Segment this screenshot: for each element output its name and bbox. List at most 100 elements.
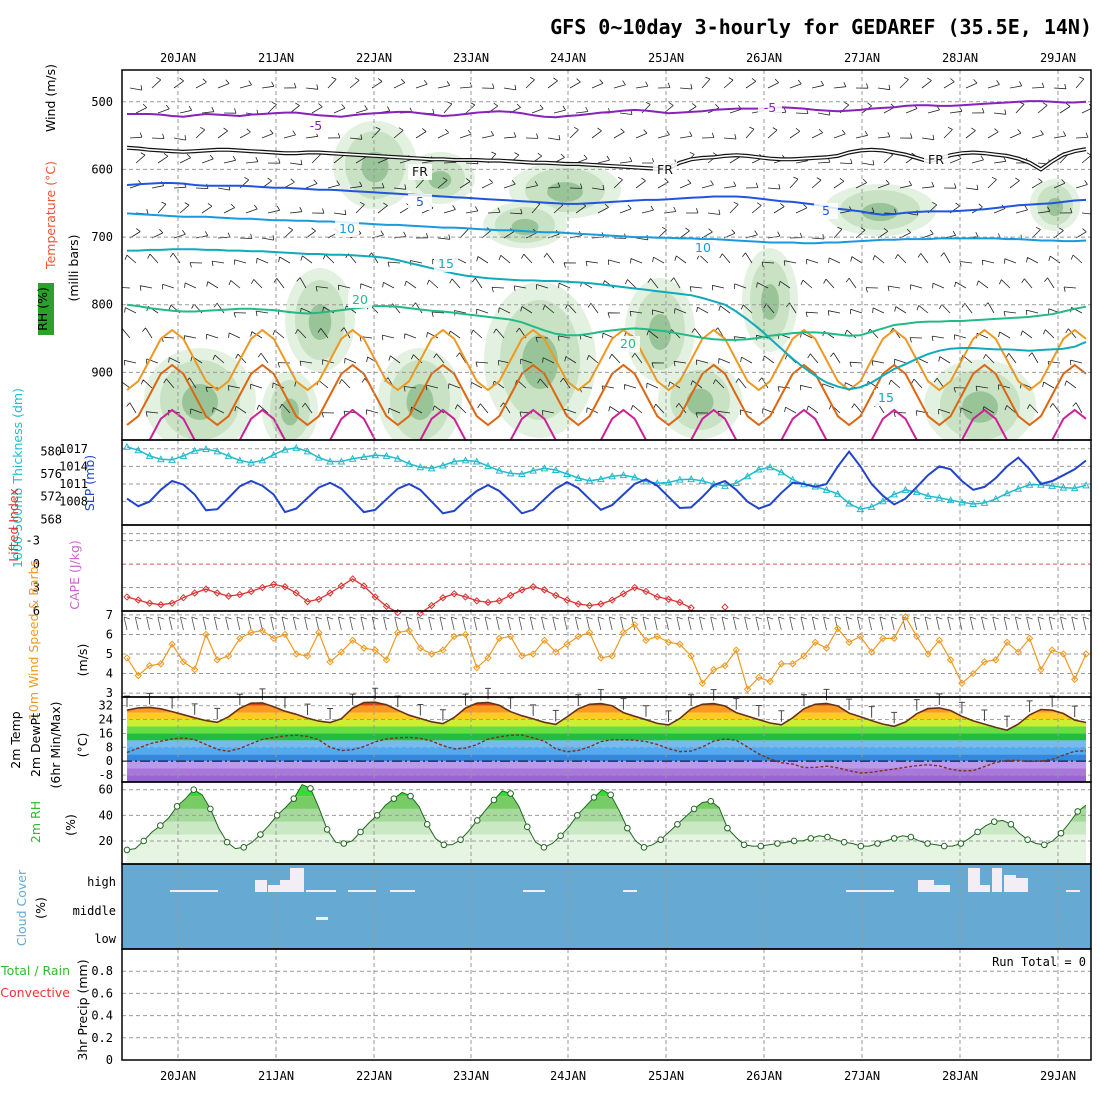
rh-shade-dark xyxy=(761,284,779,320)
thickness-point xyxy=(732,479,741,487)
rh-2m-point xyxy=(674,820,681,828)
rh-2m-point xyxy=(240,844,248,851)
isotherm-label-bg xyxy=(758,100,782,116)
isotherm-label-bg xyxy=(304,118,328,134)
isotherm-label: 20 xyxy=(352,292,368,307)
thickness-point xyxy=(721,481,729,489)
wind-10m-point xyxy=(495,634,504,643)
lifted-index-point xyxy=(190,589,199,597)
lifted-index-point xyxy=(157,601,165,609)
wind-10m-point xyxy=(258,626,267,635)
rh-2m-point xyxy=(957,840,965,847)
wind-10m-point xyxy=(1037,665,1045,674)
thickness-point xyxy=(845,499,853,507)
thickness-point xyxy=(382,451,391,459)
lifted-index-point xyxy=(608,596,616,604)
wind-10m-point xyxy=(1025,634,1034,643)
bottom-date-label: 28JAN xyxy=(942,1069,978,1083)
thickness-point xyxy=(1059,483,1068,491)
lifted-tick-label: 0 xyxy=(33,557,40,571)
isotherm-line-15 xyxy=(127,248,1087,391)
lifted-index-point xyxy=(563,596,571,604)
rh-2m-point xyxy=(190,786,198,793)
temp-max-bar xyxy=(1049,695,1056,708)
temperature-band xyxy=(127,719,1086,727)
thickness-point xyxy=(213,447,222,455)
thickness-point xyxy=(157,455,165,463)
top-date-label: 20JAN xyxy=(160,51,196,65)
temp-max-bar xyxy=(710,689,717,701)
wind-10m-point xyxy=(168,640,176,648)
wind-10m-point xyxy=(247,628,255,637)
rh-2m-axis-label: 2m RH xyxy=(28,801,43,843)
lifted-index-point xyxy=(495,597,504,605)
wind-10m-point xyxy=(202,630,210,639)
isotherm-label: FR xyxy=(412,164,428,179)
rh-2m-point xyxy=(207,805,214,813)
precip-tick-label: 0.6 xyxy=(91,986,113,1000)
pressure-tick-label: 600 xyxy=(91,162,113,176)
lifted-index-point xyxy=(506,591,515,600)
temp-max-bar xyxy=(642,705,649,717)
thickness-axis-label: 1000-500mb Thickness (dm) xyxy=(10,388,25,568)
thickness-point xyxy=(123,442,131,450)
isotherm-label: FR xyxy=(928,152,944,167)
lifted-index-point xyxy=(439,594,447,602)
wind-10m-point xyxy=(585,628,594,637)
lifted-index-point xyxy=(653,593,661,601)
isotherm-label-bg xyxy=(408,194,432,210)
lifted-index-point xyxy=(382,602,391,611)
cloud-gap-mark xyxy=(255,880,267,892)
wind-10m-point xyxy=(732,646,740,654)
wind-10m-point xyxy=(698,679,707,688)
lifted-index-point xyxy=(540,586,549,594)
temp-max-bar xyxy=(891,711,898,724)
thickness-point xyxy=(168,455,176,463)
thickness-point xyxy=(450,457,459,465)
wind-10m-point xyxy=(473,663,481,672)
rh-2m-point xyxy=(507,790,514,797)
rh-2m-point xyxy=(357,828,364,836)
wind-10m-point xyxy=(269,634,278,643)
low-level-isotherm xyxy=(126,363,1087,427)
thickness-point xyxy=(405,459,413,467)
wind-10m-point xyxy=(924,650,932,658)
precip-tick-label: 0.8 xyxy=(91,964,113,978)
thickness-point xyxy=(281,445,289,453)
thickness-point xyxy=(585,476,594,484)
wind-10m-point xyxy=(777,660,786,668)
cloud-layer-label: middle xyxy=(73,904,116,918)
temp-max-bar xyxy=(146,692,153,705)
temp-max-bar xyxy=(755,705,762,717)
lifted-index-point xyxy=(202,585,210,593)
wind-10m-point xyxy=(552,648,560,656)
rh-2m-point xyxy=(257,831,264,838)
thickness-point xyxy=(935,493,944,501)
thickness-point xyxy=(608,472,616,480)
isotherm-label: -5 xyxy=(764,100,776,115)
bottom-date-label: 22JAN xyxy=(356,1069,392,1083)
isotherm-label-bg xyxy=(335,221,359,237)
wind-10m-point xyxy=(348,636,357,645)
thickness-tick-label: 580 xyxy=(40,444,62,458)
lifted-index-point xyxy=(247,587,255,596)
wind-10m-point xyxy=(360,644,368,652)
rh-shade-dark xyxy=(361,151,389,183)
chart-title: GFS 0~10day 3-hourly for GEDAREF (35.5E,… xyxy=(550,15,1092,39)
isotherm-label-bg xyxy=(434,256,458,272)
thickness-point xyxy=(664,478,673,486)
thickness-point xyxy=(439,461,447,469)
wind-10m-point xyxy=(743,685,752,693)
rh-2m-point xyxy=(574,812,581,819)
thickness-point xyxy=(1082,481,1090,489)
wind-10m-point xyxy=(439,646,447,654)
rh-2m-point xyxy=(924,840,931,847)
wind-10m-point xyxy=(676,640,684,648)
thickness-point xyxy=(1048,481,1056,489)
temp-max-bar xyxy=(394,695,401,708)
wind-10m-point xyxy=(879,634,887,643)
thickness-point xyxy=(360,452,368,460)
panel-frame xyxy=(121,948,1092,1061)
temperature-axis-label: Temperature (°C) xyxy=(43,161,58,270)
wind-10m-point xyxy=(450,632,458,641)
